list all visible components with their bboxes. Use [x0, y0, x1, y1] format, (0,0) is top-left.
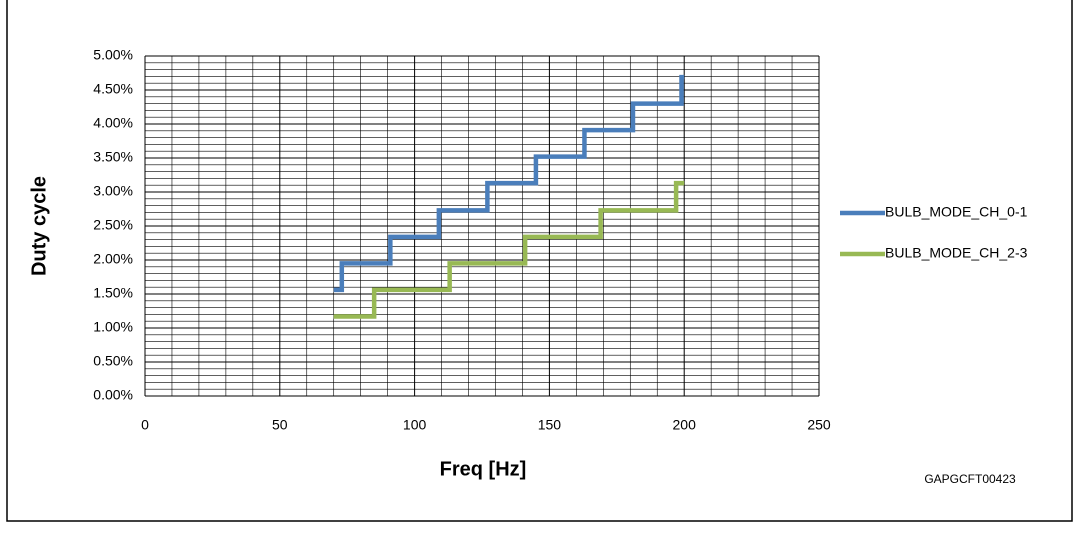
legend-label: BULB_MODE_CH_2-3 [885, 245, 1028, 261]
series-line [333, 180, 685, 319]
x-tick-label: 250 [807, 417, 831, 433]
x-axis-label: Freq [Hz] [440, 458, 527, 480]
x-tick-label: 100 [403, 417, 427, 433]
y-tick-label: 0.50% [93, 353, 133, 369]
x-tick-label: 200 [673, 417, 697, 433]
y-tick-label: 0.00% [93, 387, 133, 403]
annotation: GAPGCFT00423 [924, 472, 1016, 486]
series-line [333, 74, 685, 293]
y-tick-label: 2.00% [93, 251, 133, 267]
y-tick-label: 4.50% [93, 81, 133, 97]
y-axis-label: Duty cycle [28, 176, 50, 276]
chart-border [6, 0, 1073, 522]
legend-label: BULB_MODE_CH_0-1 [885, 204, 1028, 220]
x-tick-label: 50 [272, 417, 288, 433]
y-tick-label: 2.50% [93, 217, 133, 233]
y-tick-label: 5.00% [93, 47, 133, 63]
y-tick-label: 3.00% [93, 183, 133, 199]
y-tick-label: 4.00% [93, 115, 133, 131]
x-tick-label: 0 [141, 417, 149, 433]
y-tick-label: 1.50% [93, 285, 133, 301]
y-tick-label: 3.50% [93, 149, 133, 165]
x-tick-label: 150 [538, 417, 562, 433]
y-tick-label: 1.00% [93, 319, 133, 335]
